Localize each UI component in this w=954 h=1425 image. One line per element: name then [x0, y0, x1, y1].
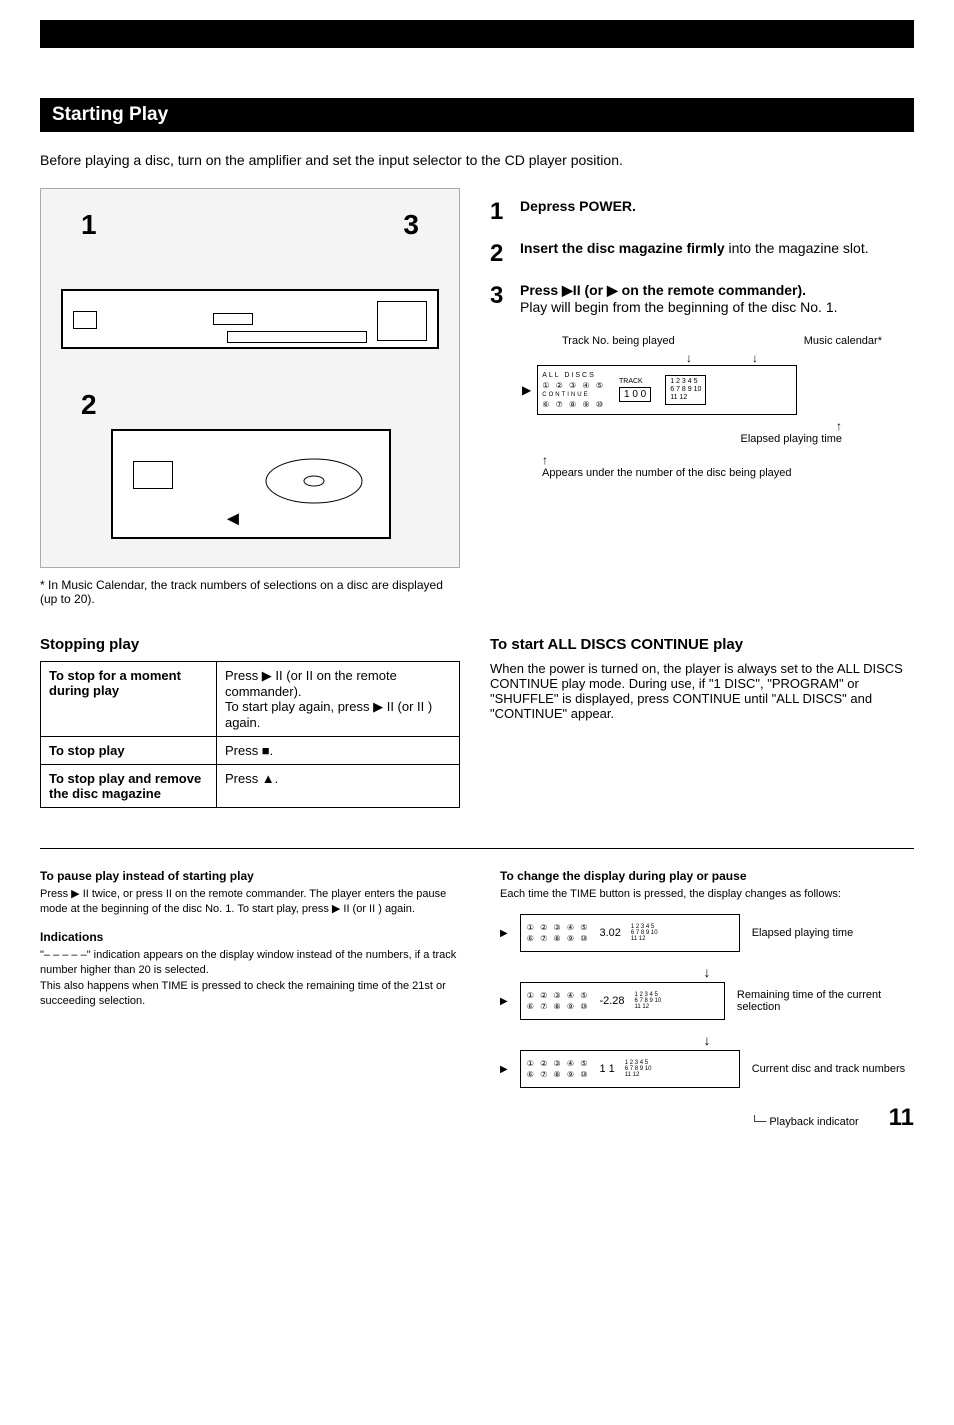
step2-bold: Insert the disc magazine firmly [520, 240, 725, 256]
mini3-c1: ① ② ③ ④ ⑤ [527, 1059, 590, 1068]
arrow-down-icon: ↓ [500, 964, 914, 980]
step-number-1: 1 [490, 198, 510, 226]
indications-heading: Indications [40, 930, 460, 944]
mini2-val: -2.28 [599, 995, 624, 1007]
display-mode-row: ▶ ① ② ③ ④ ⑤ ⑥ ⑦ ⑧ ⑨ ⑩ 3.02 1 2 3 4 5 6 7… [500, 914, 914, 952]
step-number-3: 3 [490, 282, 510, 315]
marker-3: 3 [403, 209, 419, 241]
mini1-label: Elapsed playing time [752, 927, 854, 939]
step1-bold: Depress POWER. [520, 198, 636, 214]
disc-icon [259, 441, 369, 531]
disp-continue: CONTINUE [542, 392, 605, 398]
mini1-c2: ⑥ ⑦ ⑧ ⑨ ⑩ [527, 934, 590, 943]
mini2-label: Remaining time of the current selection [737, 989, 914, 1013]
playback-indicator-label: └─ Playback indicator [751, 1116, 859, 1128]
pause-body: Press ▶ II twice, or press II on the rem… [40, 887, 460, 918]
display-mode-row: ▶ ① ② ③ ④ ⑤ ⑥ ⑦ ⑧ ⑨ ⑩ -2.28 1 2 3 4 5 6 … [500, 982, 914, 1020]
step3-bold: Press ▶II (or ▶ on the remote commander)… [520, 282, 806, 298]
intro-text: Before playing a disc, turn on the ampli… [40, 152, 914, 168]
table-row: To stop play Press ■. [41, 737, 460, 765]
disp-grid-3: 11 12 [670, 394, 701, 402]
section-title: Starting Play [40, 98, 914, 132]
marker-2: 2 [81, 389, 97, 421]
mini-screen-1: ① ② ③ ④ ⑤ ⑥ ⑦ ⑧ ⑨ ⑩ 3.02 1 2 3 4 5 6 7 8… [520, 914, 740, 952]
disp-all-discs: ALL DISCS [542, 372, 605, 379]
page-number: 11 [889, 1104, 914, 1132]
device-illustration: 1 3 2 ◄ [40, 188, 460, 568]
stopping-play-heading: Stopping play [40, 636, 460, 653]
mini1-c1: ① ② ③ ④ ⑤ [527, 923, 590, 932]
stopping-play-table: To stop for a moment during play Press ▶… [40, 661, 460, 808]
mini3-label: Current disc and track numbers [752, 1063, 905, 1075]
step2-rest: into the magazine slot. [725, 240, 869, 256]
table-row: To stop for a moment during play Press ▶… [41, 662, 460, 737]
disp-track-word: TRACK [619, 378, 651, 385]
display-screen: ALL DISCS ① ② ③ ④ ⑤ CONTINUE ⑥ ⑦ ⑧ ⑨ ⑩ T… [537, 365, 797, 415]
mini-screen-3: ① ② ③ ④ ⑤ ⑥ ⑦ ⑧ ⑨ ⑩ 1 1 1 2 3 4 5 6 7 8 … [520, 1050, 740, 1088]
start-all-discs-body: When the power is turned on, the player … [490, 661, 914, 721]
mini2-c2: ⑥ ⑦ ⑧ ⑨ ⑩ [527, 1002, 590, 1011]
label-track-no: Track No. being played [562, 335, 675, 347]
music-calendar-footnote: * In Music Calendar, the track numbers o… [40, 578, 460, 606]
disp-grid-1: 1 2 3 4 5 [670, 378, 701, 386]
stop-row2-right: Press ■. [216, 737, 459, 765]
label-music-calendar: Music calendar* [804, 335, 882, 347]
mini1-val: 3.02 [599, 927, 620, 939]
indications-body: "– – – – –" indication appears on the di… [40, 948, 460, 1010]
arrow-down-icon: ↓ [500, 1032, 914, 1048]
change-display-intro: Each time the TIME button is pressed, th… [500, 887, 914, 902]
mini3-c2: ⑥ ⑦ ⑧ ⑨ ⑩ [527, 1070, 590, 1079]
table-row: To stop play and remove the disc magazin… [41, 765, 460, 808]
change-display-heading: To change the display during play or pau… [500, 869, 914, 883]
display-mode-row: ▶ ① ② ③ ④ ⑤ ⑥ ⑦ ⑧ ⑨ ⑩ 1 1 1 2 3 4 5 6 7 … [500, 1050, 914, 1088]
stop-row3-left: To stop play and remove the disc magazin… [41, 765, 217, 808]
disp-digits: 1 0 0 [619, 387, 651, 402]
pause-heading: To pause play instead of starting play [40, 869, 460, 883]
mini2-c1: ① ② ③ ④ ⑤ [527, 991, 590, 1000]
marker-1: 1 [81, 209, 97, 241]
playback-indicator-text: Playback indicator [769, 1116, 858, 1128]
cd-player-unit [61, 289, 439, 349]
step3-rest: Play will begin from the beginning of th… [520, 299, 838, 315]
disc-magazine: ◄ [111, 429, 391, 539]
label-appears-under: Appears under the number of the disc bei… [542, 467, 792, 479]
disp-grid-2: 6 7 8 9 10 [670, 386, 701, 394]
stop-row1-left: To stop for a moment during play [41, 662, 217, 737]
disp-circles-row1: ① ② ③ ④ ⑤ [542, 381, 605, 390]
mini2-g3: 11 12 [635, 1004, 662, 1010]
label-elapsed: Elapsed playing time [740, 433, 842, 445]
start-all-discs-heading: To start ALL DISCS CONTINUE play [490, 636, 914, 653]
mini3-g3: 11 12 [625, 1072, 652, 1078]
mini3-val: 1 1 [599, 1063, 614, 1075]
display-diagram: Track No. being played Music calendar* ↓… [522, 335, 882, 479]
top-black-bar [40, 20, 914, 48]
mini-screen-2: ① ② ③ ④ ⑤ ⑥ ⑦ ⑧ ⑨ ⑩ -2.28 1 2 3 4 5 6 7 … [520, 982, 725, 1020]
step-number-2: 2 [490, 240, 510, 268]
stop-row1-right: Press ▶ II (or II on the remote commande… [216, 662, 459, 737]
section-divider [40, 848, 914, 849]
disp-circles-row2: ⑥ ⑦ ⑧ ⑨ ⑩ [542, 400, 605, 409]
stop-row2-left: To stop play [41, 737, 217, 765]
mini1-g3: 11 12 [631, 936, 658, 942]
stop-row3-right: Press ▲. [216, 765, 459, 808]
